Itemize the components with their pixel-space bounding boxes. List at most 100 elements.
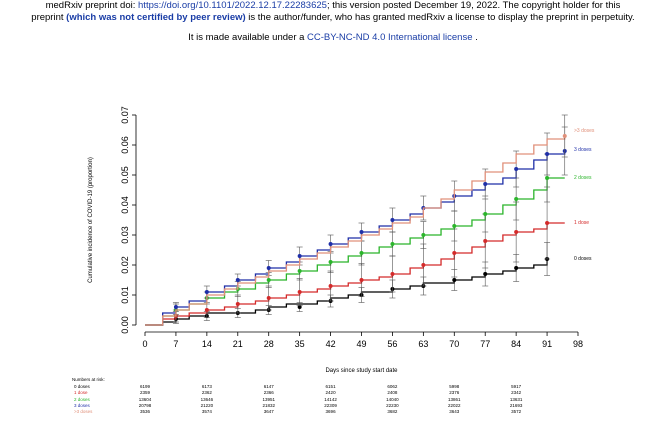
point-3-doses-0 [562,134,567,138]
risk-cell: 20798 [138,402,152,408]
license-link[interactable]: CC-BY-NC-ND 4.0 International license [307,32,473,43]
risk-row-label: >3 doses [74,409,93,415]
risk-cell: 2362 [201,390,212,396]
point-1-dose-6 [359,278,364,282]
point-2-doses-11 [514,197,519,201]
point-1-dose-4 [297,290,302,294]
series-label-3-doses: >3 doses [574,128,595,134]
x-tick-label-6: 42 [326,339,336,349]
risk-row-label: 3 doses [74,402,90,408]
preprint-word: preprint [31,12,67,23]
point-0-doses-10 [483,272,488,276]
point-2-doses-6 [359,251,364,255]
risk-cell: 3574 [201,409,212,415]
header-line-3: It is made available under a CC-BY-NC-ND… [0,32,666,44]
risk-cell: 3647 [263,409,274,415]
risk-cell: 3696 [325,409,336,415]
point-2-doses-4 [297,269,302,273]
risk-cell: 6151 [325,384,336,389]
risk-cell: 2359 [139,390,151,396]
license-statement: is the author/funder, who has granted me… [245,12,635,23]
point-3-doses-11 [514,167,519,171]
risk-cell: 22022 [448,402,461,408]
x-tick-label-0: 0 [142,339,147,349]
point-1-dose-2 [235,302,240,306]
x-tick-label-1: 7 [173,339,178,349]
risk-cell: 6173 [201,384,212,389]
risk-cell: 2342 [511,390,522,396]
x-tick-label-3: 21 [233,339,243,349]
point-0-doses-4 [297,305,302,309]
y-tick-label-7: 0.07 [120,106,130,124]
header-line-1: medRxiv preprint doi: https://doi.org/10… [0,0,666,12]
doi-link[interactable]: https://doi.org/10.1101/2022.12.17.22283… [138,0,327,11]
risk-cell: 3536 [139,409,151,415]
series-label-3-doses: 3 doses [574,147,592,153]
x-axis-title: Days since study start date [325,368,398,374]
point-1-dose-7 [390,272,395,276]
risk-row-label: 2 doses [74,396,90,402]
point-1-dose-3 [266,296,271,300]
version-text: ; this version posted December 19, 2022.… [326,0,621,11]
point-1-dose-9 [452,251,457,255]
x-tick-label-9: 63 [418,339,428,349]
x-tick-label-8: 56 [387,339,397,349]
point-2-doses-12 [545,176,550,180]
series-line-3-doses [145,136,566,326]
x-tick-label-4: 28 [264,339,274,349]
risk-cell: 14142 [324,396,337,402]
risk-cell: 3572 [511,409,522,415]
risk-cell: 13631 [509,396,523,402]
x-tick-label-14: 98 [573,339,583,349]
peer-review-note: (which was not certified by peer review) [66,12,246,23]
x-tick-label-5: 35 [295,339,305,349]
y-tick-label-6: 0.06 [120,136,130,154]
point-1-dose-5 [328,284,333,288]
point-3-doses-12 [545,152,550,156]
header-line-2: preprint (which was not certified by pee… [0,12,666,24]
x-tick-label-7: 49 [356,339,366,349]
risk-cell: 22309 [324,402,337,408]
risk-cell: 13861 [448,396,461,402]
point-3-doses-3 [266,266,271,270]
risk-cell: 14040 [386,396,399,402]
risk-cell: 3643 [449,409,460,415]
risk-cell: 13646 [200,396,214,402]
risk-cell: 2408 [387,390,398,396]
y-axis-title: Cumulative incidence of COVID-19 (propor… [88,157,94,283]
risk-row-label: 1 dose [74,390,88,396]
risk-cell: 21220 [200,402,214,408]
point-3-doses-1 [204,290,209,294]
point-2-doses-7 [390,242,395,246]
risk-cell: 21693 [509,402,523,408]
point-1-dose-11 [514,230,519,234]
y-tick-label-3: 0.03 [120,226,130,244]
point-1-dose-10 [483,239,488,243]
point-2-doses-10 [483,212,488,216]
license-prefix: It is made available under a [188,32,308,43]
series-label-2-doses: 2 doses [574,175,592,181]
numbers-at-risk-title: Numbers at risk: [72,377,105,382]
y-tick-label-2: 0.02 [120,256,130,274]
x-tick-label-11: 77 [480,339,490,349]
risk-cell: 6147 [263,384,274,389]
y-tick-label-1: 0.01 [120,286,130,304]
point-1-dose-8 [421,263,426,267]
doi-prefix: medRxiv preprint doi: [45,0,139,11]
preprint-header: medRxiv preprint doi: https://doi.org/10… [0,0,666,44]
risk-row-label: 0 doses [74,384,90,389]
risk-cell: 3682 [387,409,398,415]
risk-cell: 5917 [511,384,522,389]
x-tick-label-10: 70 [449,339,459,349]
y-tick-label-5: 0.05 [120,166,130,184]
series-label-1-dose: 1 dose [574,220,589,226]
y-tick-label-4: 0.04 [120,196,130,214]
x-tick-label-12: 84 [511,339,521,349]
risk-cell: 5998 [449,384,460,389]
point-2-doses-5 [328,260,333,264]
point-0-doses-11 [514,266,519,270]
risk-cell: 6062 [387,384,398,389]
risk-cell: 2366 [263,390,274,396]
x-tick-label-13: 91 [542,339,552,349]
